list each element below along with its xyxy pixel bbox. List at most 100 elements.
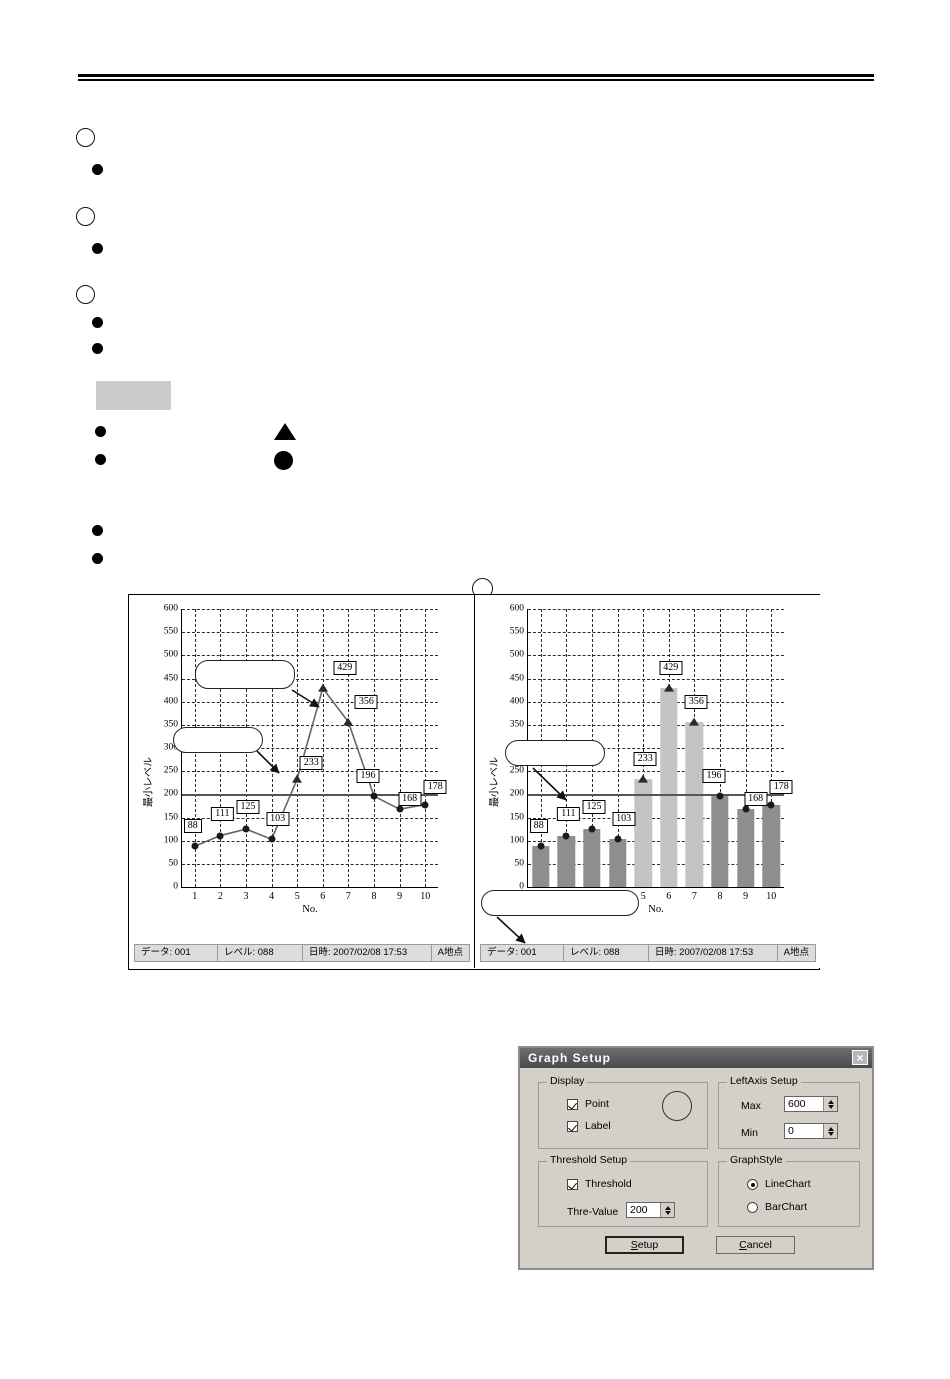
data-value-label: 111 [211,806,234,821]
thre-value-spinner[interactable]: 200 [626,1202,675,1218]
page-header-rule [78,74,874,82]
data-point-triangle [663,683,674,692]
cancel-button[interactable]: Cancel [716,1236,795,1254]
y-axis-tick: 50 [514,858,525,869]
y-axis-tick: 350 [509,719,524,730]
x-axis-tick: 9 [743,891,749,902]
header-rule-thin [78,79,874,81]
y-axis-tick: 300 [163,742,178,753]
data-point-circle [191,842,199,850]
min-spinner[interactable]: 0 [784,1123,838,1139]
sub-bullet-dot-1 [92,164,103,175]
data-value-label: 103 [266,812,290,827]
radio-linechart[interactable] [747,1179,758,1190]
dialog-titlebar[interactable]: Graph Setup × [520,1048,872,1068]
data-point-circle [614,835,622,843]
point-checkbox-row[interactable]: Point [567,1099,609,1110]
circle-marker-sample-icon [274,451,293,470]
data-value-label: 233 [299,756,323,771]
max-value[interactable]: 600 [788,1097,806,1110]
y-axis-tick: 350 [163,719,178,730]
right-status-place: A地点 [776,945,815,961]
data-point-circle [216,832,224,840]
data-point-circle [421,801,429,809]
right-chart-statusbar: データ: 001 レベル: 088 日時: 2007/02/08 17:53 A… [480,944,816,962]
left-status-place: A地点 [430,945,469,961]
gridline-horizontal [528,863,784,865]
threshold-checkbox-row[interactable]: Threshold [567,1179,632,1190]
label-checkbox[interactable] [567,1121,578,1132]
x-axis-tick: 6 [320,891,326,902]
data-point-triangle [638,774,649,783]
gridline-horizontal [528,817,784,819]
right-chart-y-axis-label: 最小レベル [489,756,501,807]
bar [736,809,755,887]
display-groupbox: Display Point Label [538,1076,708,1149]
y-axis-tick: 100 [163,834,178,845]
min-value[interactable]: 0 [788,1124,794,1137]
gridline-vertical [643,609,645,887]
data-point-circle [537,842,545,850]
data-value-label: 178 [769,779,793,794]
data-value-label: 356 [354,695,378,710]
sub-bullet-dot-6 [95,454,106,465]
gridline-horizontal [528,609,784,610]
data-point-circle [268,835,276,843]
data-point-triangle [343,717,354,726]
bar [660,688,678,887]
threshold-group-legend: Threshold Setup [547,1155,631,1166]
min-spinner-arrows-icon[interactable] [823,1124,837,1138]
x-axis-tick: 6 [666,891,672,902]
point-checkbox[interactable] [567,1099,578,1110]
y-axis-tick: 150 [509,811,524,822]
label-checkbox-row[interactable]: Label [567,1121,611,1132]
y-axis-tick: 500 [163,649,178,660]
bar-chart-plot-area: 0501001502002503003504004505005506008811… [510,604,793,915]
x-axis-tick: 9 [397,891,403,902]
gridline-vertical [271,609,273,887]
data-value-label: 178 [423,779,447,794]
data-value-label: 125 [236,800,260,815]
x-axis-tick: 7 [345,891,351,902]
bar [608,839,627,887]
dialog-title: Graph Setup [528,1051,612,1065]
max-spinner-arrows-icon[interactable] [823,1097,837,1111]
y-axis-tick: 500 [509,649,524,660]
data-value-label: 125 [582,800,606,815]
data-value-label: 429 [333,661,357,676]
y-axis-tick: 50 [168,858,179,869]
x-axis-tick: 7 [691,891,697,902]
bar [557,835,576,887]
bar [532,846,550,887]
max-label: Max [741,1100,761,1112]
cancel-button-label: ancel [746,1238,772,1251]
thre-value-spinner-arrows-icon[interactable] [660,1203,674,1217]
gridline-vertical [322,609,324,887]
radio-linechart-row[interactable]: LineChart [747,1179,811,1190]
chart-figure: 最小レベル 0 50 100 150 200 250 300 350 400 450 500 550 6… [128,594,820,970]
radio-barchart[interactable] [747,1202,758,1213]
gridline-horizontal [182,817,438,819]
y-axis-tick: 0 [173,881,178,892]
close-icon[interactable]: × [852,1050,868,1065]
data-value-label: 103 [612,812,636,827]
x-axis-tick: 10 [420,891,431,902]
gray-highlight-block [96,381,171,410]
sub-bullet-dot-5 [95,426,106,437]
radio-barchart-row[interactable]: BarChart [747,1202,807,1213]
sub-bullet-dot-3 [92,317,103,328]
gridline-horizontal [182,678,438,680]
max-spinner[interactable]: 600 [784,1096,838,1112]
threshold-checkbox[interactable] [567,1179,578,1190]
data-value-label: 111 [557,806,580,821]
x-axis-tick: 4 [269,891,275,902]
triangle-marker-sample-icon [274,423,296,440]
graphstyle-groupbox: GraphStyle LineChart BarChart [718,1155,860,1227]
point-checkbox-label: Point [585,1098,609,1110]
thre-value[interactable]: 200 [630,1203,648,1216]
graph-setup-dialog[interactable]: Graph Setup × Display Point Label LeftAx… [518,1046,874,1270]
data-point-circle [242,825,250,833]
setup-button[interactable]: Setup [605,1236,684,1254]
y-axis-tick: 600 [509,603,524,614]
data-value-label: 168 [398,792,422,807]
